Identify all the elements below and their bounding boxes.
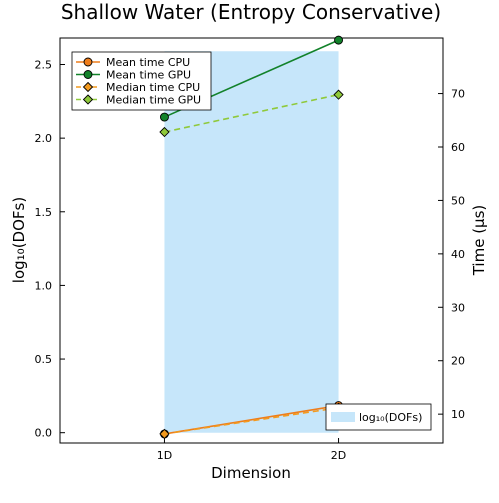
legend-mean-time-gpu-label: Mean time GPU [106,69,191,82]
y-left-tick-label: 2.0 [35,132,53,145]
legend-median-time-gpu-label: Median time GPU [106,94,201,107]
y-left-tick-label: 1.5 [35,206,53,219]
y-right-tick-label: 30 [451,301,465,314]
median-time-gpu-point [333,89,344,100]
y-left-tick-label: 0.0 [35,427,53,440]
legend-median-time-cpu-marker [82,81,94,93]
y-left-tick-label: 1.0 [35,279,53,292]
legend-bar: log₁₀(DOFs) [325,403,432,431]
legend-mean-time-gpu-marker [83,70,93,79]
mean-time-cpu-line [164,404,339,435]
y-right-tick-label: 20 [451,355,465,368]
dofs-bar-area [164,51,339,433]
legend-dofs-swatch [331,412,355,422]
y-right-tick-label: 10 [451,408,465,421]
legend-mean-time-cpu-marker [83,57,93,67]
legend-median-time-gpu-marker [82,94,94,105]
y-right-tick-label: 50 [451,194,465,207]
legend-dofs-label: log₁₀(DOFs) [359,411,422,424]
legend-median-time-cpu-label: Median time CPU [106,81,200,94]
y-left-tick-label: 0.5 [35,353,53,366]
median-time-cpu-point [159,428,170,440]
legend-mean-time-cpu-label: Mean time CPU [106,56,190,69]
y-right-tick-label: 60 [451,141,465,154]
y-right-tick-label: 40 [451,248,465,261]
y-left-axis-title: log₁₀(DOFs) [10,197,28,283]
y-right-tick-label: 70 [451,88,465,101]
mean-time-gpu-point [160,112,169,122]
y-left-tick-label: 2.5 [35,59,53,72]
plot-frame [59,37,444,444]
mean-time-gpu-point [334,35,343,45]
x-tick-label: 2D [331,449,346,462]
plot-layer: 1D 2D 0.0 0.5 1.0 1.5 2.0 2.5 10 20 30 40 50 60 70 Mean… [35,35,465,462]
x-axis-title: Dimension [211,464,291,482]
x-tick-label: 1D [157,449,172,462]
median-time-gpu-point [159,126,170,138]
y-right-axis-title: Time (µs) [470,205,488,277]
chart-title: Shallow Water (Entropy Conservative) [61,0,441,24]
